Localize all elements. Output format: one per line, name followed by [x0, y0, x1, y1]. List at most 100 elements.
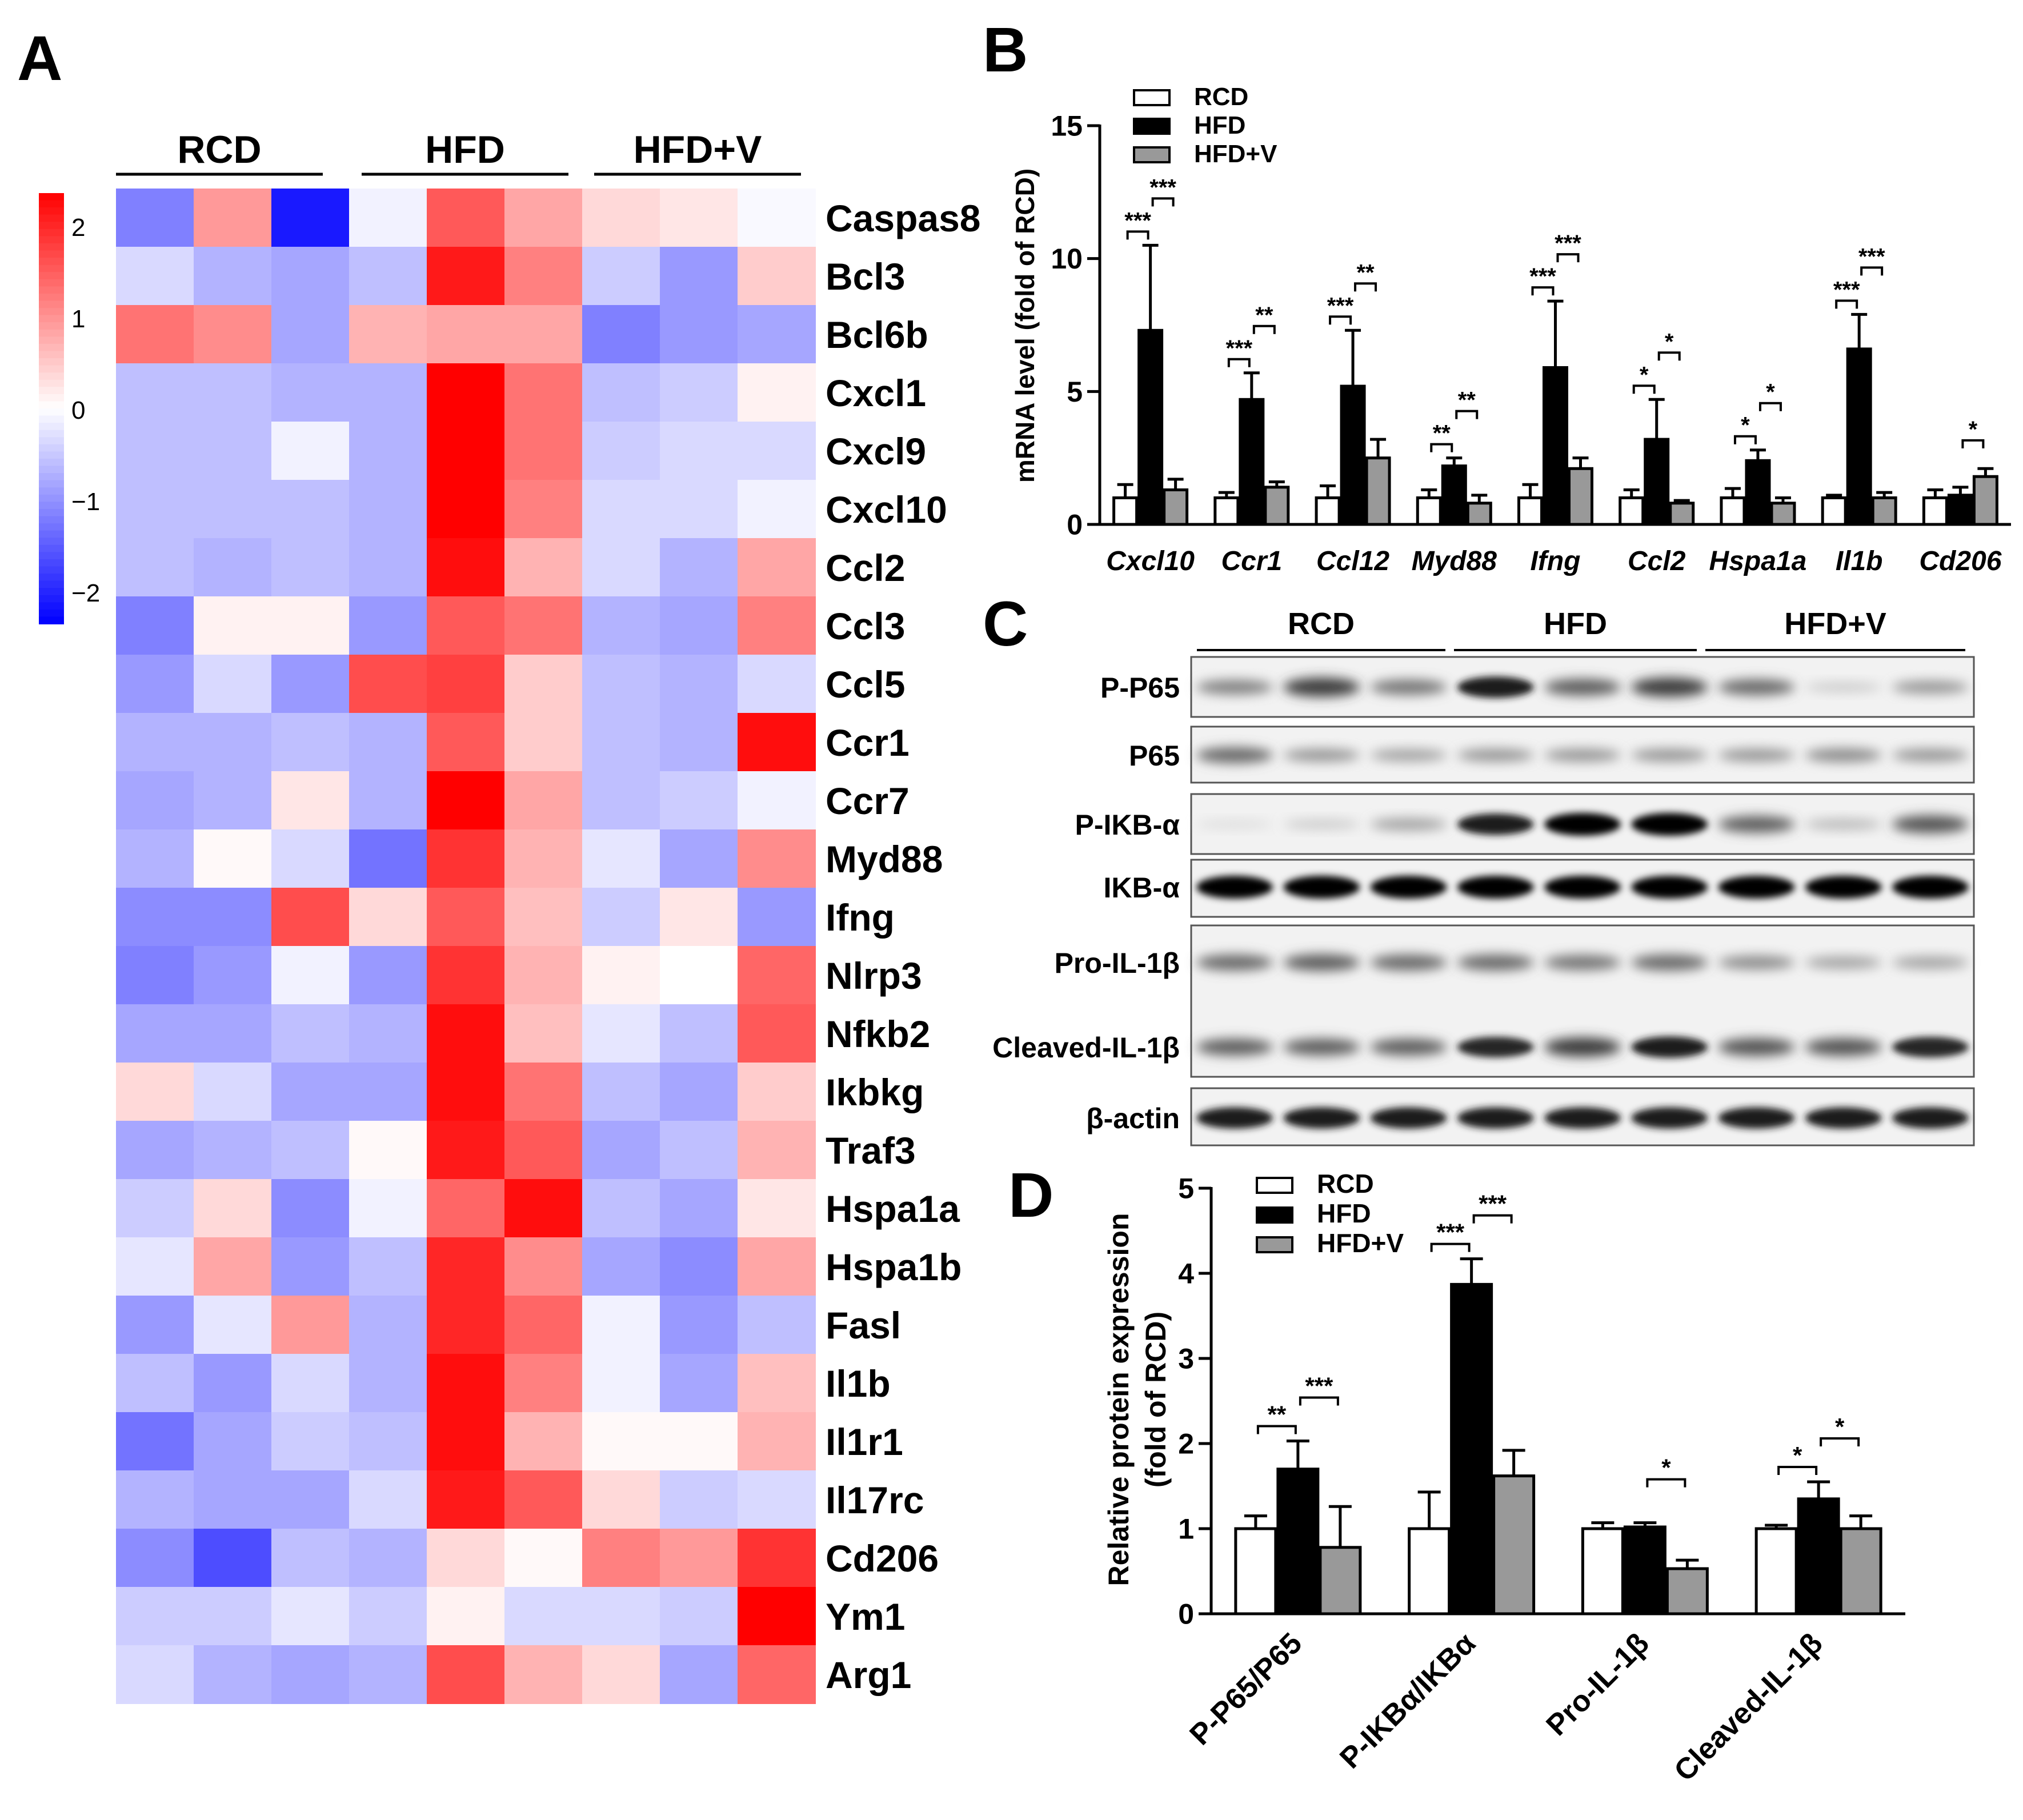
- bar: [1234, 1527, 1277, 1615]
- heatmap-cell: [271, 363, 350, 422]
- significance-bracket: [1256, 1425, 1297, 1434]
- heatmap-cell: [271, 1179, 350, 1238]
- heatmap-cell: [349, 1004, 427, 1063]
- significance-bracket: [1227, 358, 1251, 367]
- heatmap-gene-label: Bcl3: [826, 255, 905, 298]
- colorbar-tick: −2: [71, 579, 100, 607]
- heatmap-cell: [504, 363, 583, 422]
- heatmap-gene-label: Ccl5: [826, 663, 905, 705]
- heatmap-cell: [660, 1237, 738, 1296]
- heatmap-gene-label: Bcl6b: [826, 314, 928, 356]
- heatmap-gene-label: Cd206: [826, 1537, 939, 1580]
- significance-bracket: [1820, 1437, 1860, 1447]
- blot-row-label: Cleaved-IL-1β: [992, 1032, 1180, 1064]
- heatmap-cell: [582, 888, 660, 947]
- blot-band: [1892, 876, 1969, 899]
- heatmap-cell: [116, 829, 194, 888]
- heatmap-cell: [660, 1529, 738, 1588]
- heatmap-cell: [349, 1296, 427, 1354]
- colorbar-segment: [39, 343, 64, 352]
- heatmap-cell: [582, 247, 660, 306]
- blot-band: [1805, 682, 1882, 692]
- heatmap-cell: [504, 1587, 583, 1646]
- colorbar-segment: [39, 315, 64, 323]
- significance-stars: ***: [1124, 208, 1151, 233]
- colorbar-segment: [39, 487, 64, 495]
- heatmap-cell: [582, 655, 660, 713]
- heatmap-cell: [194, 363, 272, 422]
- heatmap-cell: [116, 946, 194, 1005]
- heatmap-cell: [271, 1412, 350, 1471]
- heatmap-cell: [660, 1121, 738, 1180]
- blot-band: [1631, 813, 1708, 836]
- colorbar-segment: [39, 494, 64, 503]
- heatmap-cell: [582, 596, 660, 655]
- heatmap-cell: [427, 1179, 505, 1238]
- legend-label: HFD: [1317, 1198, 1371, 1228]
- heatmap-cell: [738, 538, 816, 597]
- significance-bracket: [1777, 1466, 1818, 1476]
- heatmap-cell: [582, 363, 660, 422]
- heatmap-cell: [271, 480, 350, 539]
- x-category-label: P-IKBα/IKBα: [1333, 1626, 1482, 1775]
- blot-band: [1370, 1107, 1447, 1129]
- heatmap-cell: [349, 1645, 427, 1704]
- panel-label-c: C: [983, 589, 1028, 659]
- heatmap-cell: [349, 538, 427, 597]
- legend-swatch: [1133, 89, 1171, 106]
- heatmap-cell: [738, 713, 816, 772]
- x-category-label: Ifng: [1531, 546, 1581, 576]
- heatmap-cell: [660, 363, 738, 422]
- blot-band: [1283, 1107, 1360, 1129]
- bar: [1754, 1527, 1798, 1615]
- heatmap-cell: [427, 1121, 505, 1180]
- heatmap-cell: [349, 1121, 427, 1180]
- heatmap-cell: [582, 1237, 660, 1296]
- colorbar-segment: [39, 379, 64, 388]
- significance-stars: ***: [1225, 336, 1252, 361]
- legend-label: HFD+V: [1194, 140, 1277, 168]
- heatmap-cell: [349, 1412, 427, 1471]
- heatmap-cell: [194, 713, 272, 772]
- heatmap-cell: [660, 1004, 738, 1063]
- significance-bracket: [1455, 410, 1479, 419]
- heatmap-panel: RCD HFD HFD+V Caspas8 Bcl3 Bcl6b Cxcl1 Cxcl9 Cxc…: [39, 128, 981, 1704]
- heatmap-gene-label: Hspa1b: [826, 1246, 962, 1288]
- colorbar-segment: [39, 336, 64, 344]
- bar: [1112, 496, 1139, 526]
- blot-row-label: IKB-α: [1104, 872, 1180, 904]
- y-tick-label: 2: [1178, 1428, 1194, 1460]
- blot-row-label: P-P65: [1100, 672, 1180, 704]
- heatmap-cell: [427, 713, 505, 772]
- heatmap-cell: [660, 1412, 738, 1471]
- blot-band: [1544, 1037, 1621, 1057]
- bar: [1770, 502, 1796, 526]
- heatmap-cell: [427, 1063, 505, 1121]
- blot-band: [1457, 954, 1534, 971]
- legend-swatch: [1133, 118, 1171, 135]
- heatmap-cell: [738, 1412, 816, 1471]
- heatmap-cell: [738, 1179, 816, 1238]
- legend-label: HFD: [1194, 111, 1245, 139]
- heatmap-gene-label: Myd88: [826, 838, 943, 880]
- heatmap-cell: [582, 1121, 660, 1180]
- heatmap-cell: [504, 1063, 583, 1121]
- significance-stars: *: [1640, 362, 1649, 387]
- blot-band: [1544, 679, 1621, 696]
- blot-band: [1196, 876, 1273, 899]
- x-category-label: Myd88: [1412, 546, 1497, 576]
- significance-stars: **: [1255, 303, 1273, 328]
- heatmap-cell: [116, 305, 194, 364]
- heatmap-cell: [271, 771, 350, 830]
- heatmap-gene-label: Hspa1a: [826, 1188, 960, 1230]
- heatmap-cell: [349, 480, 427, 539]
- heatmap-cell: [582, 1529, 660, 1588]
- heatmap-cell: [271, 305, 350, 364]
- heatmap-cell: [349, 363, 427, 422]
- heatmap-cell: [582, 1412, 660, 1471]
- significance-bracket: [1430, 1242, 1471, 1252]
- x-category-label: Ccl12: [1316, 546, 1389, 576]
- colorbar-segment: [39, 401, 64, 409]
- blot-row-label: β-actin: [1086, 1103, 1180, 1135]
- heatmap-cell: [349, 1179, 427, 1238]
